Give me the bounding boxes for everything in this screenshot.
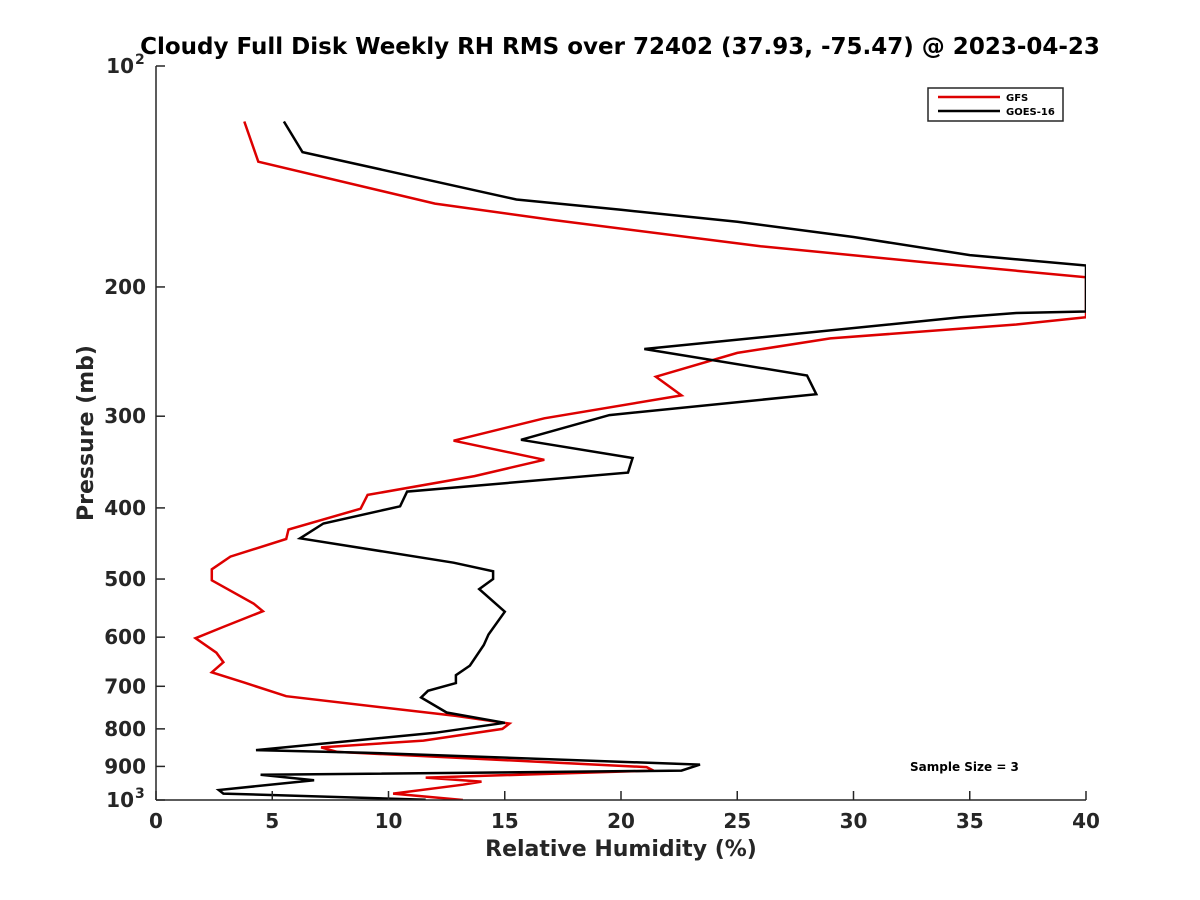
x-axis-label: Relative Humidity (%) bbox=[485, 837, 757, 862]
x-tick-label: 10 bbox=[375, 809, 403, 833]
sample-size-annotation: Sample Size = 3 bbox=[910, 760, 1019, 774]
x-tick-label: 40 bbox=[1072, 809, 1100, 833]
x-tick-label: 0 bbox=[149, 809, 163, 833]
series-layer bbox=[192, 120, 1086, 800]
x-tick-label: 5 bbox=[265, 809, 279, 833]
legend-label-goes16: GOES-16 bbox=[1006, 107, 1055, 118]
x-tick-label: 15 bbox=[491, 809, 519, 833]
chart-title: Cloudy Full Disk Weekly RH RMS over 7240… bbox=[140, 34, 1100, 60]
legend: GFS GOES-16 bbox=[927, 87, 1064, 122]
y-tick-label: 600 bbox=[104, 625, 146, 649]
y-tick-label: 400 bbox=[104, 496, 146, 520]
y-tick-label: 900 bbox=[104, 754, 146, 778]
y-tick-label: 700 bbox=[104, 674, 146, 698]
y-tick-label: 800 bbox=[104, 717, 146, 741]
legend-box bbox=[927, 87, 1064, 122]
y-tick-label: 300 bbox=[104, 404, 146, 428]
y-tick-label: 200 bbox=[104, 275, 146, 299]
y-tick-label: 10 bbox=[106, 788, 134, 812]
x-tick-label: 30 bbox=[840, 809, 868, 833]
y-tick-exponent: 3 bbox=[135, 786, 145, 802]
legend-label-gfs: GFS bbox=[1006, 93, 1028, 104]
y-tick-label: 500 bbox=[104, 567, 146, 591]
x-tick-label: 20 bbox=[607, 809, 635, 833]
y-tick-label: 10 bbox=[106, 54, 134, 78]
y-tick-exponent: 2 bbox=[135, 52, 145, 68]
series-line-gfs bbox=[192, 121, 1086, 800]
x-tick-label: 35 bbox=[956, 809, 984, 833]
x-tick-label: 25 bbox=[723, 809, 751, 833]
series-line-goes16 bbox=[215, 120, 1086, 800]
y-axis-label: Pressure (mb) bbox=[74, 345, 99, 521]
